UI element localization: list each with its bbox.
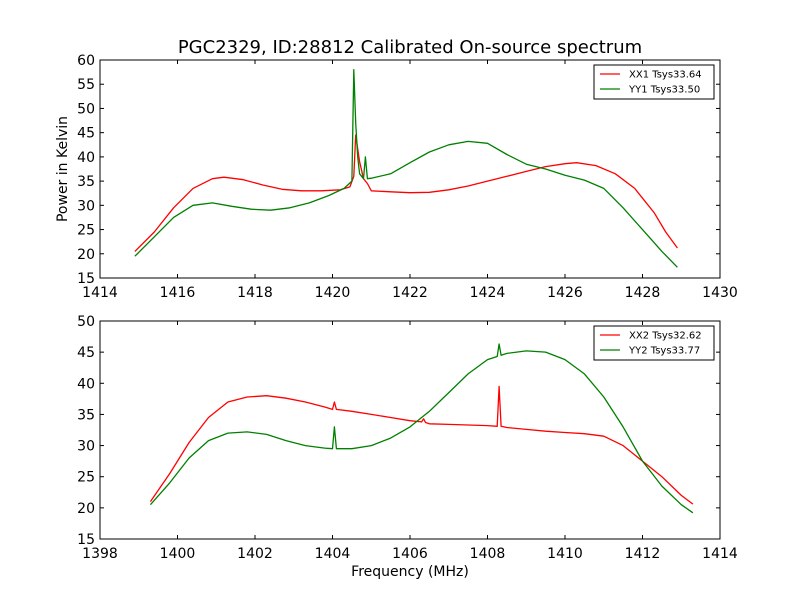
chart-title: PGC2329, ID:28812 Calibrated On-source s… (178, 37, 642, 58)
top-series-line-1 (134, 134, 678, 252)
top-x-tick-label: 1418 (237, 285, 273, 301)
bottom-legend-label-2: YY2 Tsys33.77 (628, 346, 700, 357)
bottom-y-tick-label: 20 (77, 501, 95, 517)
top-y-tick-label: 25 (77, 223, 95, 239)
top-y-tick-label: 20 (77, 247, 95, 263)
top-legend-box (593, 64, 715, 100)
bottom-legend: XX2 Tsys32.62 YY2 Tsys33.77 (593, 325, 715, 361)
bottom-x-tick-label: 1410 (547, 546, 583, 562)
bottom-y-tick-label: 25 (77, 470, 95, 486)
top-y-tick-label: 40 (77, 150, 95, 166)
bottom-y-tick-label: 35 (77, 407, 95, 423)
top-x-tick-label: 1416 (160, 285, 196, 301)
top-x-tick-label: 1422 (392, 285, 428, 301)
bottom-x-tick-label: 1400 (160, 546, 196, 562)
top-y-tick-label: 35 (77, 174, 95, 190)
top-x-tick-label: 1430 (702, 285, 738, 301)
bottom-x-tick-label: 1404 (315, 546, 351, 562)
top-x-tick-label: 1428 (625, 285, 661, 301)
top-y-tick-label: 60 (77, 53, 95, 69)
top-y-tick-label: 50 (77, 101, 95, 117)
top-y-tick-label: 30 (77, 198, 95, 214)
bottom-x-axis-label: Frequency (MHz) (351, 564, 469, 580)
top-series-line-2 (134, 69, 678, 268)
bottom-x-tick-label: 1398 (82, 546, 118, 562)
bottom-y-tick-label: 30 (77, 439, 95, 455)
bottom-x-tick-label: 1402 (237, 546, 273, 562)
bottom-series-line-1 (149, 385, 694, 505)
bottom-y-tick-label: 50 (77, 314, 95, 330)
top-x-tick-label: 1414 (82, 285, 118, 301)
top-y-tick-label: 15 (77, 271, 95, 287)
bottom-x-tick-label: 1414 (702, 546, 738, 562)
top-spectrum-plot: 1414 1416 1418 1420 1422 1424 1426 1428 1430 15 20… (55, 53, 738, 301)
bottom-y-tick-label: 40 (77, 376, 95, 392)
top-x-tick-label: 1424 (470, 285, 506, 301)
bottom-x-tick-label: 1412 (625, 546, 661, 562)
top-y-tick-label: 55 (77, 77, 95, 93)
top-x-tick-label: 1426 (547, 285, 583, 301)
bottom-x-tick-label: 1406 (392, 546, 428, 562)
bottom-legend-box (593, 325, 715, 361)
top-x-tick-label: 1420 (315, 285, 351, 301)
top-y-tick-label: 45 (77, 126, 95, 142)
top-legend-label-2: YY1 Tsys33.50 (628, 85, 700, 96)
bottom-legend-label-1: XX2 Tsys32.62 (629, 331, 702, 342)
bottom-y-tick-label: 45 (77, 345, 95, 361)
bottom-spectrum-plot: 1398 1400 1402 1404 1406 1408 1410 1412 1414 15 20… (77, 314, 738, 580)
bottom-y-tick-label: 15 (77, 532, 95, 548)
top-legend: XX1 Tsys33.64 YY1 Tsys33.50 (593, 64, 715, 100)
bottom-series-line-2 (149, 343, 694, 514)
top-y-axis-label: Power in Kelvin (55, 116, 71, 222)
bottom-x-tick-label: 1408 (470, 546, 506, 562)
top-legend-label-1: XX1 Tsys33.64 (629, 70, 702, 81)
